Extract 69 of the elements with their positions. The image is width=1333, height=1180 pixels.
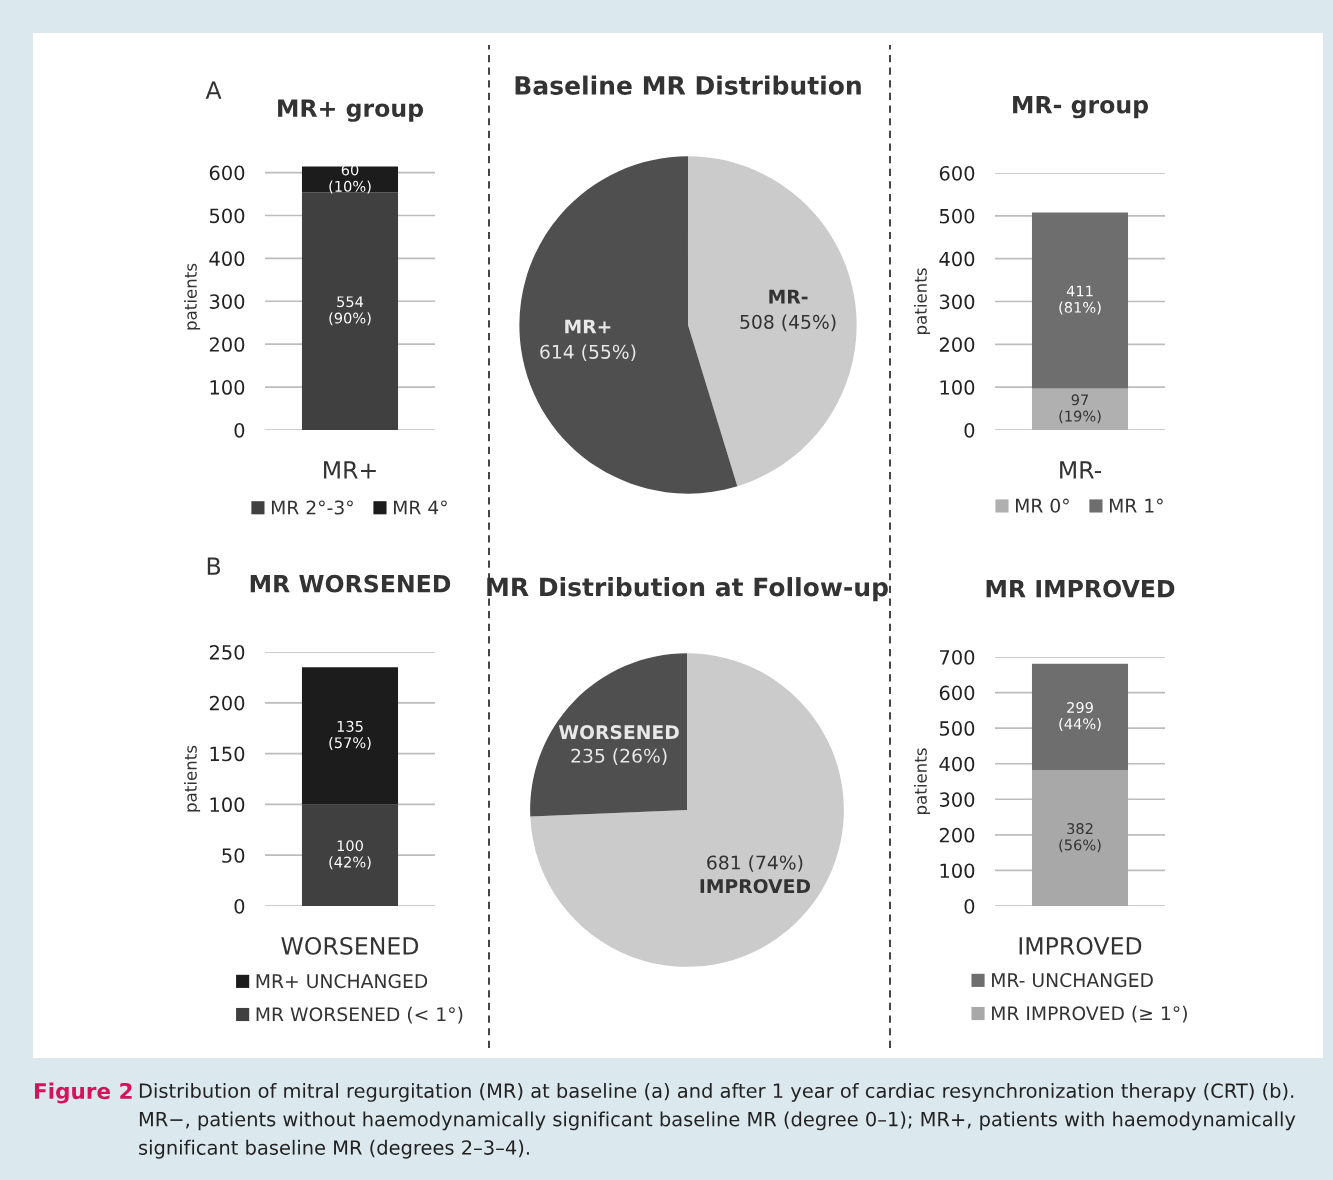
slice-label: IMPROVED bbox=[700, 878, 810, 894]
legend-label: MR IMPROVED (≥ 1°) bbox=[992, 1005, 1187, 1023]
text: Distribution of mitral regurgitation (MR) at baseline (a) and after 1 year of cardiac resynchronization therapy (CRT) (b). MR−, patients without haemodynamically significant baseline MR (degree 0–1); MR+, patients with haemodynamically significant baseline MR (degrees 2–3–4). bbox=[139, 1083, 1296, 1159]
data-label: 508 (45%) bbox=[740, 314, 836, 332]
legend-label: MR WORSENED (< 1°) bbox=[256, 1006, 463, 1024]
chart-title: MR IMPROVED bbox=[986, 579, 1175, 598]
legend-label: MR 2°-3° bbox=[271, 500, 353, 515]
data-label: 614 (55%) bbox=[540, 344, 636, 362]
y-tick-label: 500 bbox=[209, 208, 245, 224]
y-axis-title: patients bbox=[183, 745, 201, 812]
chart-title: MR+ group bbox=[278, 99, 424, 122]
y-tick-label: 200 bbox=[939, 827, 975, 843]
y-tick-label: 50 bbox=[222, 848, 245, 863]
y-tick-label: 250 bbox=[209, 644, 245, 660]
y-tick-label: 200 bbox=[939, 337, 975, 352]
data-label: 97 (19%) bbox=[1059, 394, 1101, 424]
y-axis-title: patients bbox=[913, 748, 931, 814]
y-tick-label: 200 bbox=[209, 695, 245, 711]
legend-label: MR 1° bbox=[1109, 498, 1163, 513]
y-tick-label: 600 bbox=[939, 165, 975, 181]
data-label: 382 (56%) bbox=[1059, 823, 1101, 853]
y-tick-label: 0 bbox=[234, 422, 245, 438]
chart-title: MR Distribution at Follow-up bbox=[487, 577, 888, 602]
pie-slice bbox=[530, 653, 844, 967]
y-axis-title: patients bbox=[183, 263, 201, 330]
caption: Figure 2 bbox=[34, 1082, 132, 1104]
y-tick-label: 100 bbox=[940, 380, 975, 395]
y-tick-label: 200 bbox=[209, 337, 245, 352]
pie-slice bbox=[688, 156, 857, 487]
data-label: 235 (26%) bbox=[571, 748, 667, 766]
y-tick-label: 0 bbox=[964, 422, 975, 438]
y-tick-label: 300 bbox=[939, 294, 975, 310]
y-tick-label: 700 bbox=[940, 649, 975, 665]
y-tick-label: 600 bbox=[209, 165, 245, 181]
chart-title: MR WORSENED bbox=[250, 574, 451, 593]
pie-slice bbox=[519, 156, 738, 494]
y-tick-label: 150 bbox=[210, 746, 245, 762]
pie-slice bbox=[530, 653, 687, 817]
text: A bbox=[205, 81, 222, 99]
y-axis-title: patients bbox=[913, 268, 931, 334]
legend-label: MR- UNCHANGED bbox=[992, 973, 1153, 988]
y-tick-label: 300 bbox=[209, 294, 245, 309]
data-label: 411 (81%) bbox=[1059, 285, 1101, 315]
data-label: 299 (44%) bbox=[1059, 701, 1101, 732]
slice-label: MR+ bbox=[565, 319, 611, 334]
legend-label: MR 0° bbox=[1016, 498, 1069, 513]
chart-title: MR- group bbox=[1013, 96, 1149, 119]
y-tick-label: 600 bbox=[939, 685, 975, 701]
y-tick-label: 100 bbox=[210, 380, 245, 395]
legend-label: MR+ UNCHANGED bbox=[256, 974, 428, 989]
y-tick-label: 400 bbox=[939, 756, 975, 772]
y-tick-label: 0 bbox=[234, 898, 245, 914]
data-label: 681 (74%) bbox=[707, 855, 803, 872]
data-label: 135 (57%) bbox=[329, 720, 371, 750]
legend-label: MR 4° bbox=[394, 500, 447, 515]
data-label: 554 (90%) bbox=[329, 296, 371, 326]
chart-title: Baseline MR Distribution bbox=[515, 75, 861, 95]
text: B bbox=[207, 557, 221, 575]
y-tick-label: 100 bbox=[940, 863, 975, 879]
y-tick-label: 400 bbox=[209, 251, 245, 267]
y-tick-label: 500 bbox=[939, 208, 975, 224]
y-tick-label: 0 bbox=[964, 898, 975, 914]
y-tick-label: 400 bbox=[939, 251, 975, 267]
slice-label: WORSENED bbox=[558, 725, 679, 740]
slice-label: MR- bbox=[769, 289, 808, 304]
data-label: 100 (42%) bbox=[329, 840, 371, 870]
y-tick-label: 300 bbox=[939, 792, 975, 807]
y-tick-label: 100 bbox=[210, 797, 245, 813]
y-tick-label: 500 bbox=[939, 721, 975, 736]
